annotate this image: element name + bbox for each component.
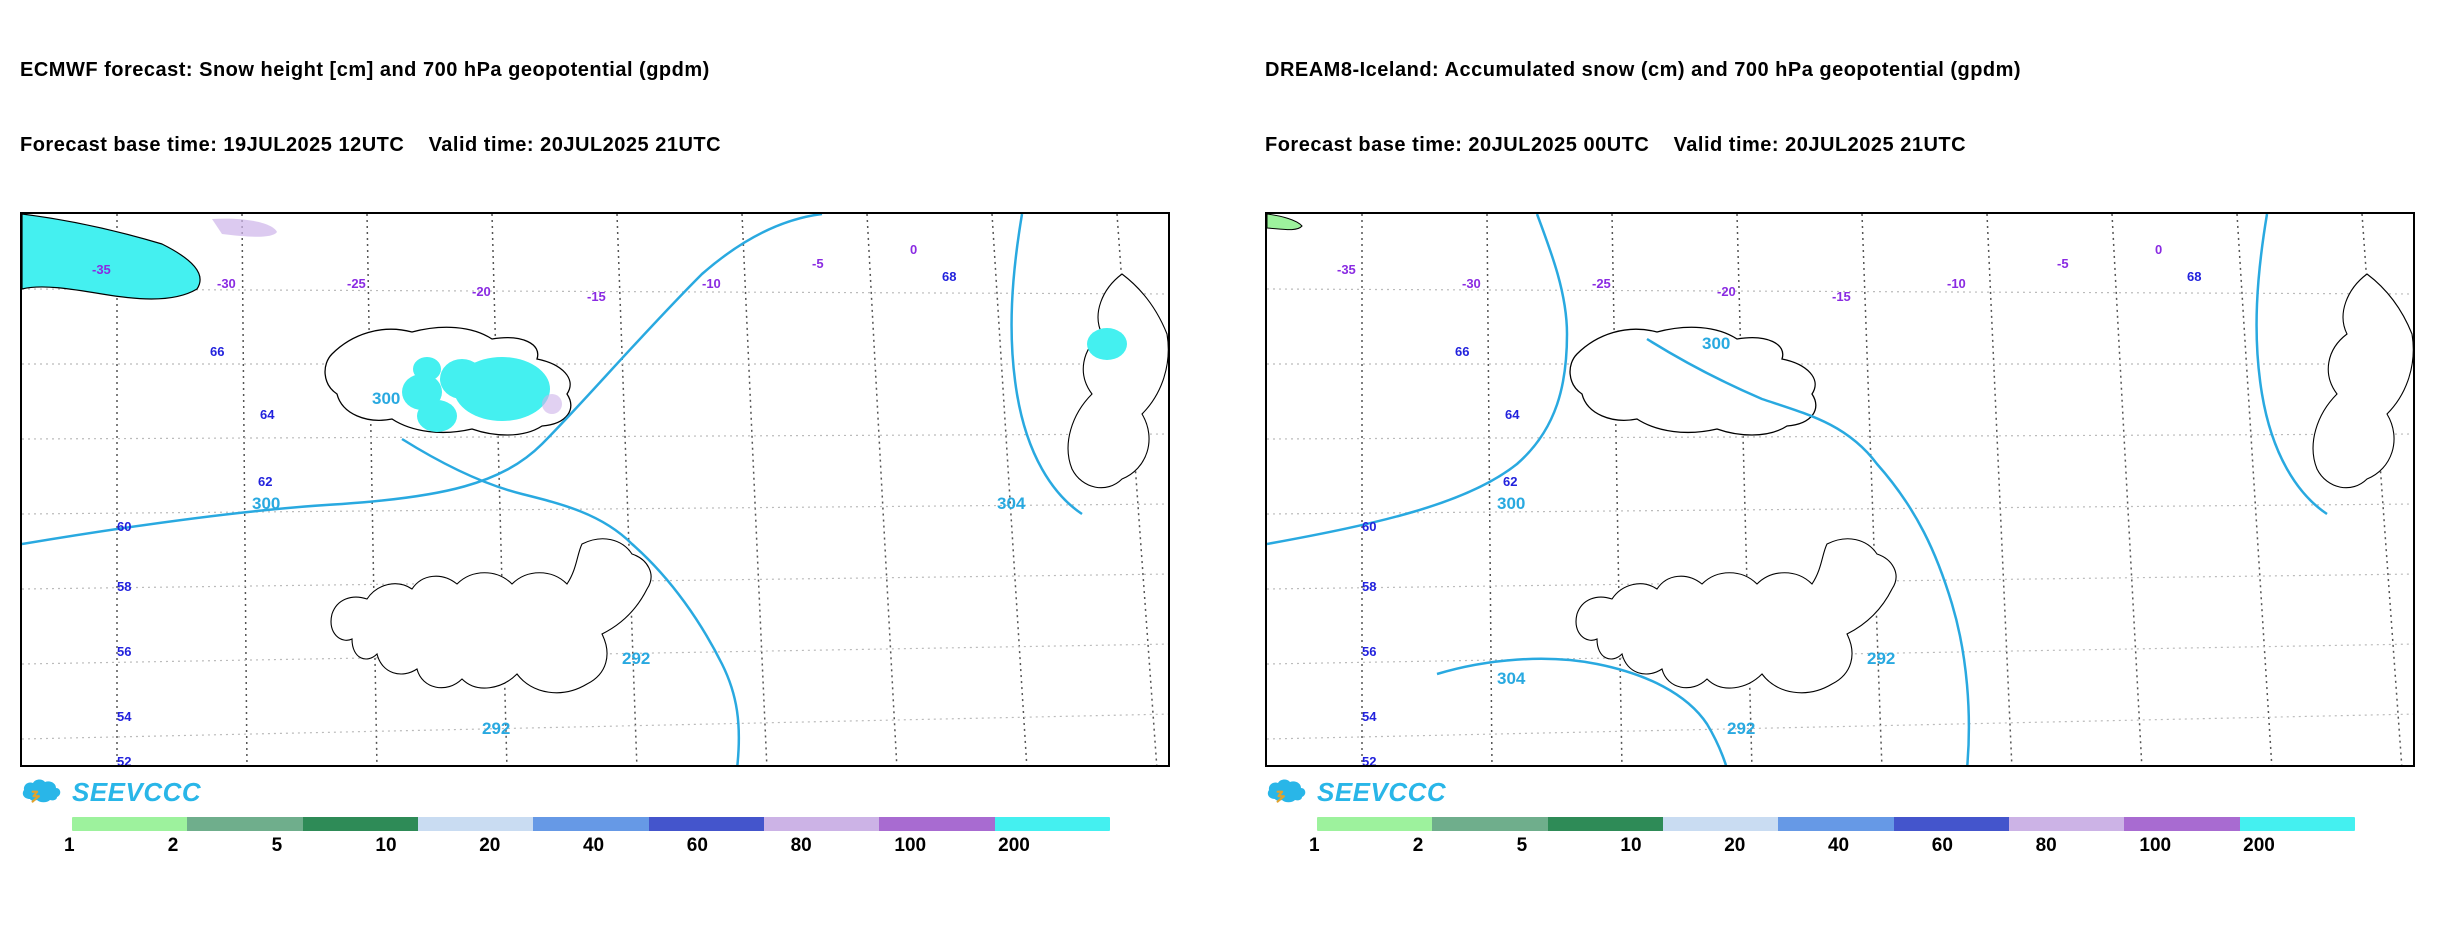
- lon-label: -25: [347, 276, 366, 291]
- contour-label: 292: [482, 719, 510, 739]
- seevccc-cloud-icon: [1265, 777, 1311, 807]
- lon-label: -30: [217, 276, 236, 291]
- lat-label: 66: [210, 344, 224, 359]
- lat-label: 62: [1503, 474, 1517, 489]
- lat-label: 56: [1362, 644, 1376, 659]
- contour-label: 300: [1497, 494, 1525, 514]
- lat-label: 64: [260, 407, 274, 422]
- map-canvas-left[interactable]: 68 66 64 62 60 58 56 54 52 -35 -30 -25 -…: [20, 212, 1170, 767]
- contour-label: 304: [1497, 669, 1525, 689]
- lat-label: 54: [1362, 709, 1376, 724]
- lon-label: -25: [1592, 276, 1611, 291]
- seevccc-cloud-icon: [20, 777, 66, 807]
- lon-label: -10: [1947, 276, 1966, 291]
- lon-label: -5: [812, 256, 824, 271]
- contour-label: 292: [1867, 649, 1895, 669]
- seevccc-label: SEEVCCC: [1317, 777, 1446, 808]
- lon-label: -35: [92, 262, 111, 277]
- contour-label: 300: [372, 389, 400, 409]
- legend-ticks-right: 1 2 5 10 20 40 60 80 100 200: [1317, 835, 2355, 857]
- map-canvas-right[interactable]: 68 66 64 62 60 58 56 54 52 -35 -30 -25 -…: [1265, 212, 2415, 767]
- lat-label: 56: [117, 644, 131, 659]
- contour-label: 292: [1727, 719, 1755, 739]
- lon-label: 0: [910, 242, 917, 257]
- contour-label: 300: [252, 494, 280, 514]
- lat-label: 60: [1362, 519, 1376, 534]
- lat-label: 66: [1455, 344, 1469, 359]
- lat-label: 64: [1505, 407, 1519, 422]
- lon-label: -15: [587, 289, 606, 304]
- lat-label: 58: [117, 579, 131, 594]
- contour-label: 300: [1702, 334, 1730, 354]
- logo-row-right: SEEVCCC: [1265, 775, 2420, 809]
- lat-label: 52: [1362, 754, 1376, 767]
- legend-left[interactable]: 1 2 5 10 20 40 60 80 100 200: [20, 817, 1110, 857]
- legend-right[interactable]: 1 2 5 10 20 40 60 80 100 200: [1265, 817, 2355, 857]
- lat-label: 62: [258, 474, 272, 489]
- lat-label: 60: [117, 519, 131, 534]
- lon-label: -35: [1337, 262, 1356, 277]
- lon-label: -30: [1462, 276, 1481, 291]
- legend-bar-right: [1317, 817, 2355, 831]
- contour-label: 292: [622, 649, 650, 669]
- lon-label: -20: [1717, 284, 1736, 299]
- legend-ticks-left: 1 2 5 10 20 40 60 80 100 200: [72, 835, 1110, 857]
- lon-label: -20: [472, 284, 491, 299]
- lat-label: 52: [117, 754, 131, 767]
- lat-label: 54: [117, 709, 131, 724]
- panel-ecmwf: ECMWF forecast: Snow height [cm] and 700…: [20, 8, 1175, 908]
- logo-row-left: SEEVCCC: [20, 775, 1175, 809]
- panel-title-left: ECMWF forecast: Snow height [cm] and 700…: [20, 8, 1175, 208]
- lat-label: 58: [1362, 579, 1376, 594]
- lat-label: 68: [942, 269, 956, 284]
- panel-dream8: DREAM8-Iceland: Accumulated snow (cm) an…: [1265, 8, 2420, 908]
- panel-title-right: DREAM8-Iceland: Accumulated snow (cm) an…: [1265, 8, 2420, 208]
- lon-label: 0: [2155, 242, 2162, 257]
- contour-label: 304: [997, 494, 1025, 514]
- lat-label: 68: [2187, 269, 2201, 284]
- seevccc-label: SEEVCCC: [72, 777, 201, 808]
- lon-label: -5: [2057, 256, 2069, 271]
- lon-label: -10: [702, 276, 721, 291]
- lon-label: -15: [1832, 289, 1851, 304]
- legend-bar-left: [72, 817, 1110, 831]
